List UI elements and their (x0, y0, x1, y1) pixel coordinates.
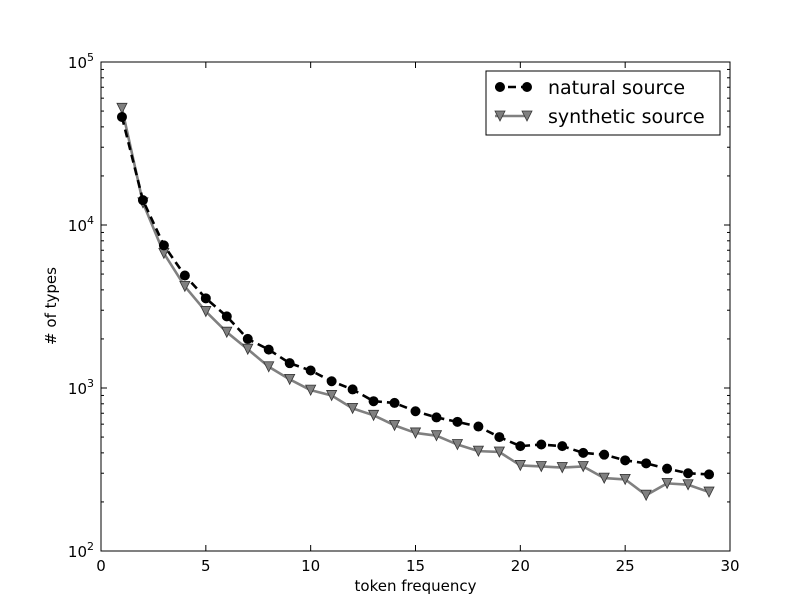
data-point-synthetic-source (388, 419, 401, 432)
data-point-synthetic-source (514, 460, 526, 472)
legend: natural source synthetic source (485, 70, 721, 136)
plot-frame (100, 61, 731, 552)
data-point-natural-source (410, 406, 421, 417)
data-point-synthetic-source (409, 427, 422, 439)
data-point-natural-source (116, 111, 127, 122)
data-point-synthetic-source (640, 489, 652, 502)
data-point-natural-source (662, 463, 673, 474)
legend-label-synthetic-source: synthetic source (548, 106, 705, 128)
legend-label-natural-source: natural source (548, 77, 685, 99)
data-point-synthetic-source (556, 462, 568, 474)
data-point-synthetic-source (179, 281, 191, 293)
data-point-synthetic-source (430, 430, 443, 442)
data-point-natural-source (179, 270, 190, 281)
data-point-synthetic-source (493, 446, 506, 458)
data-point-natural-source (641, 458, 652, 469)
data-point-synthetic-source (284, 373, 296, 386)
data-point-synthetic-source (661, 477, 673, 490)
legend-marker-synthetic-source (494, 110, 506, 122)
y-tick-label-base: 10 (68, 217, 87, 235)
data-point-natural-source (242, 333, 253, 344)
y-tick-label: 104 (68, 214, 94, 235)
data-point-natural-source (347, 384, 358, 395)
x-tick-label: 25 (616, 557, 635, 575)
data-point-natural-source (137, 195, 148, 206)
data-point-natural-source (452, 416, 463, 427)
y-axis-label: # of types (42, 267, 60, 345)
legend-marker-natural-source (522, 82, 532, 92)
data-point-natural-source (704, 469, 715, 480)
data-point-synthetic-source (619, 473, 631, 486)
y-tick-label-base: 10 (68, 543, 87, 561)
data-point-natural-source (326, 376, 337, 387)
legend-box (485, 70, 721, 136)
data-point-synthetic-source (472, 445, 485, 458)
data-point-natural-source (368, 396, 379, 407)
data-point-natural-source (473, 421, 484, 432)
data-point-synthetic-source (367, 409, 380, 422)
data-point-natural-source (578, 447, 589, 458)
data-point-natural-source (221, 311, 232, 322)
data-point-natural-source (536, 439, 547, 450)
data-point-synthetic-source (346, 402, 359, 415)
data-point-natural-source (284, 358, 295, 369)
data-point-synthetic-source (263, 361, 275, 373)
y-tick-label-base: 10 (68, 54, 87, 72)
data-point-natural-source (683, 468, 694, 479)
y-tick-label-exponent: 4 (87, 214, 94, 227)
data-point-natural-source (515, 441, 526, 452)
y-tick-label-base: 10 (68, 380, 87, 398)
data-point-natural-source (599, 449, 610, 460)
y-tick-label-exponent: 2 (87, 540, 94, 553)
data-point-natural-source (305, 365, 316, 376)
x-axis-label: token frequency (355, 577, 477, 595)
data-point-natural-source (200, 293, 211, 304)
data-point-natural-source (494, 432, 505, 443)
y-tick-label: 102 (68, 540, 94, 561)
legend-marker-natural-source (495, 82, 505, 92)
data-point-natural-source (263, 344, 274, 355)
data-point-natural-source (620, 455, 631, 466)
data-point-synthetic-source (200, 306, 212, 318)
data-point-synthetic-source (305, 384, 317, 397)
x-tick-label: 30 (720, 557, 739, 575)
x-tick-label: 20 (511, 557, 530, 575)
legend-marker-synthetic-source (521, 110, 533, 122)
data-point-natural-source (158, 240, 169, 251)
x-tick-label: 0 (96, 557, 106, 575)
data-point-synthetic-source (703, 486, 715, 498)
data-point-synthetic-source (451, 439, 464, 451)
y-tick-label: 103 (68, 377, 94, 398)
x-tick-label: 10 (301, 557, 320, 575)
data-point-natural-source (431, 412, 442, 423)
data-point-synthetic-source (682, 479, 694, 491)
data-point-synthetic-source (325, 390, 338, 402)
data-point-synthetic-source (577, 461, 589, 473)
data-point-synthetic-source (535, 461, 547, 473)
data-point-synthetic-source (598, 472, 610, 485)
y-tick-label-exponent: 5 (87, 51, 94, 64)
data-point-natural-source (389, 397, 400, 408)
y-tick-label: 105 (68, 51, 94, 72)
x-tick-label: 15 (406, 557, 425, 575)
data-point-synthetic-source (242, 343, 254, 356)
data-point-synthetic-source (221, 326, 233, 339)
data-point-synthetic-source (116, 102, 128, 115)
x-tick-label: 5 (201, 557, 211, 575)
y-tick-label-exponent: 3 (87, 377, 94, 390)
data-point-natural-source (557, 441, 568, 452)
